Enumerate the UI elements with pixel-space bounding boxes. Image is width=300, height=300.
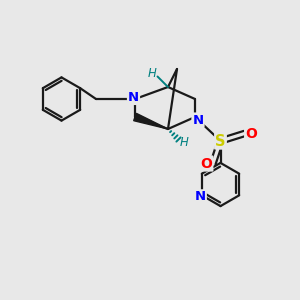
Text: H: H (148, 67, 157, 80)
Text: N: N (128, 91, 139, 104)
Text: S: S (215, 134, 226, 148)
Text: N: N (195, 190, 206, 203)
Text: N: N (192, 113, 204, 127)
Text: O: O (245, 127, 257, 140)
Text: H: H (180, 136, 189, 149)
Polygon shape (134, 113, 168, 129)
Text: O: O (200, 157, 212, 170)
